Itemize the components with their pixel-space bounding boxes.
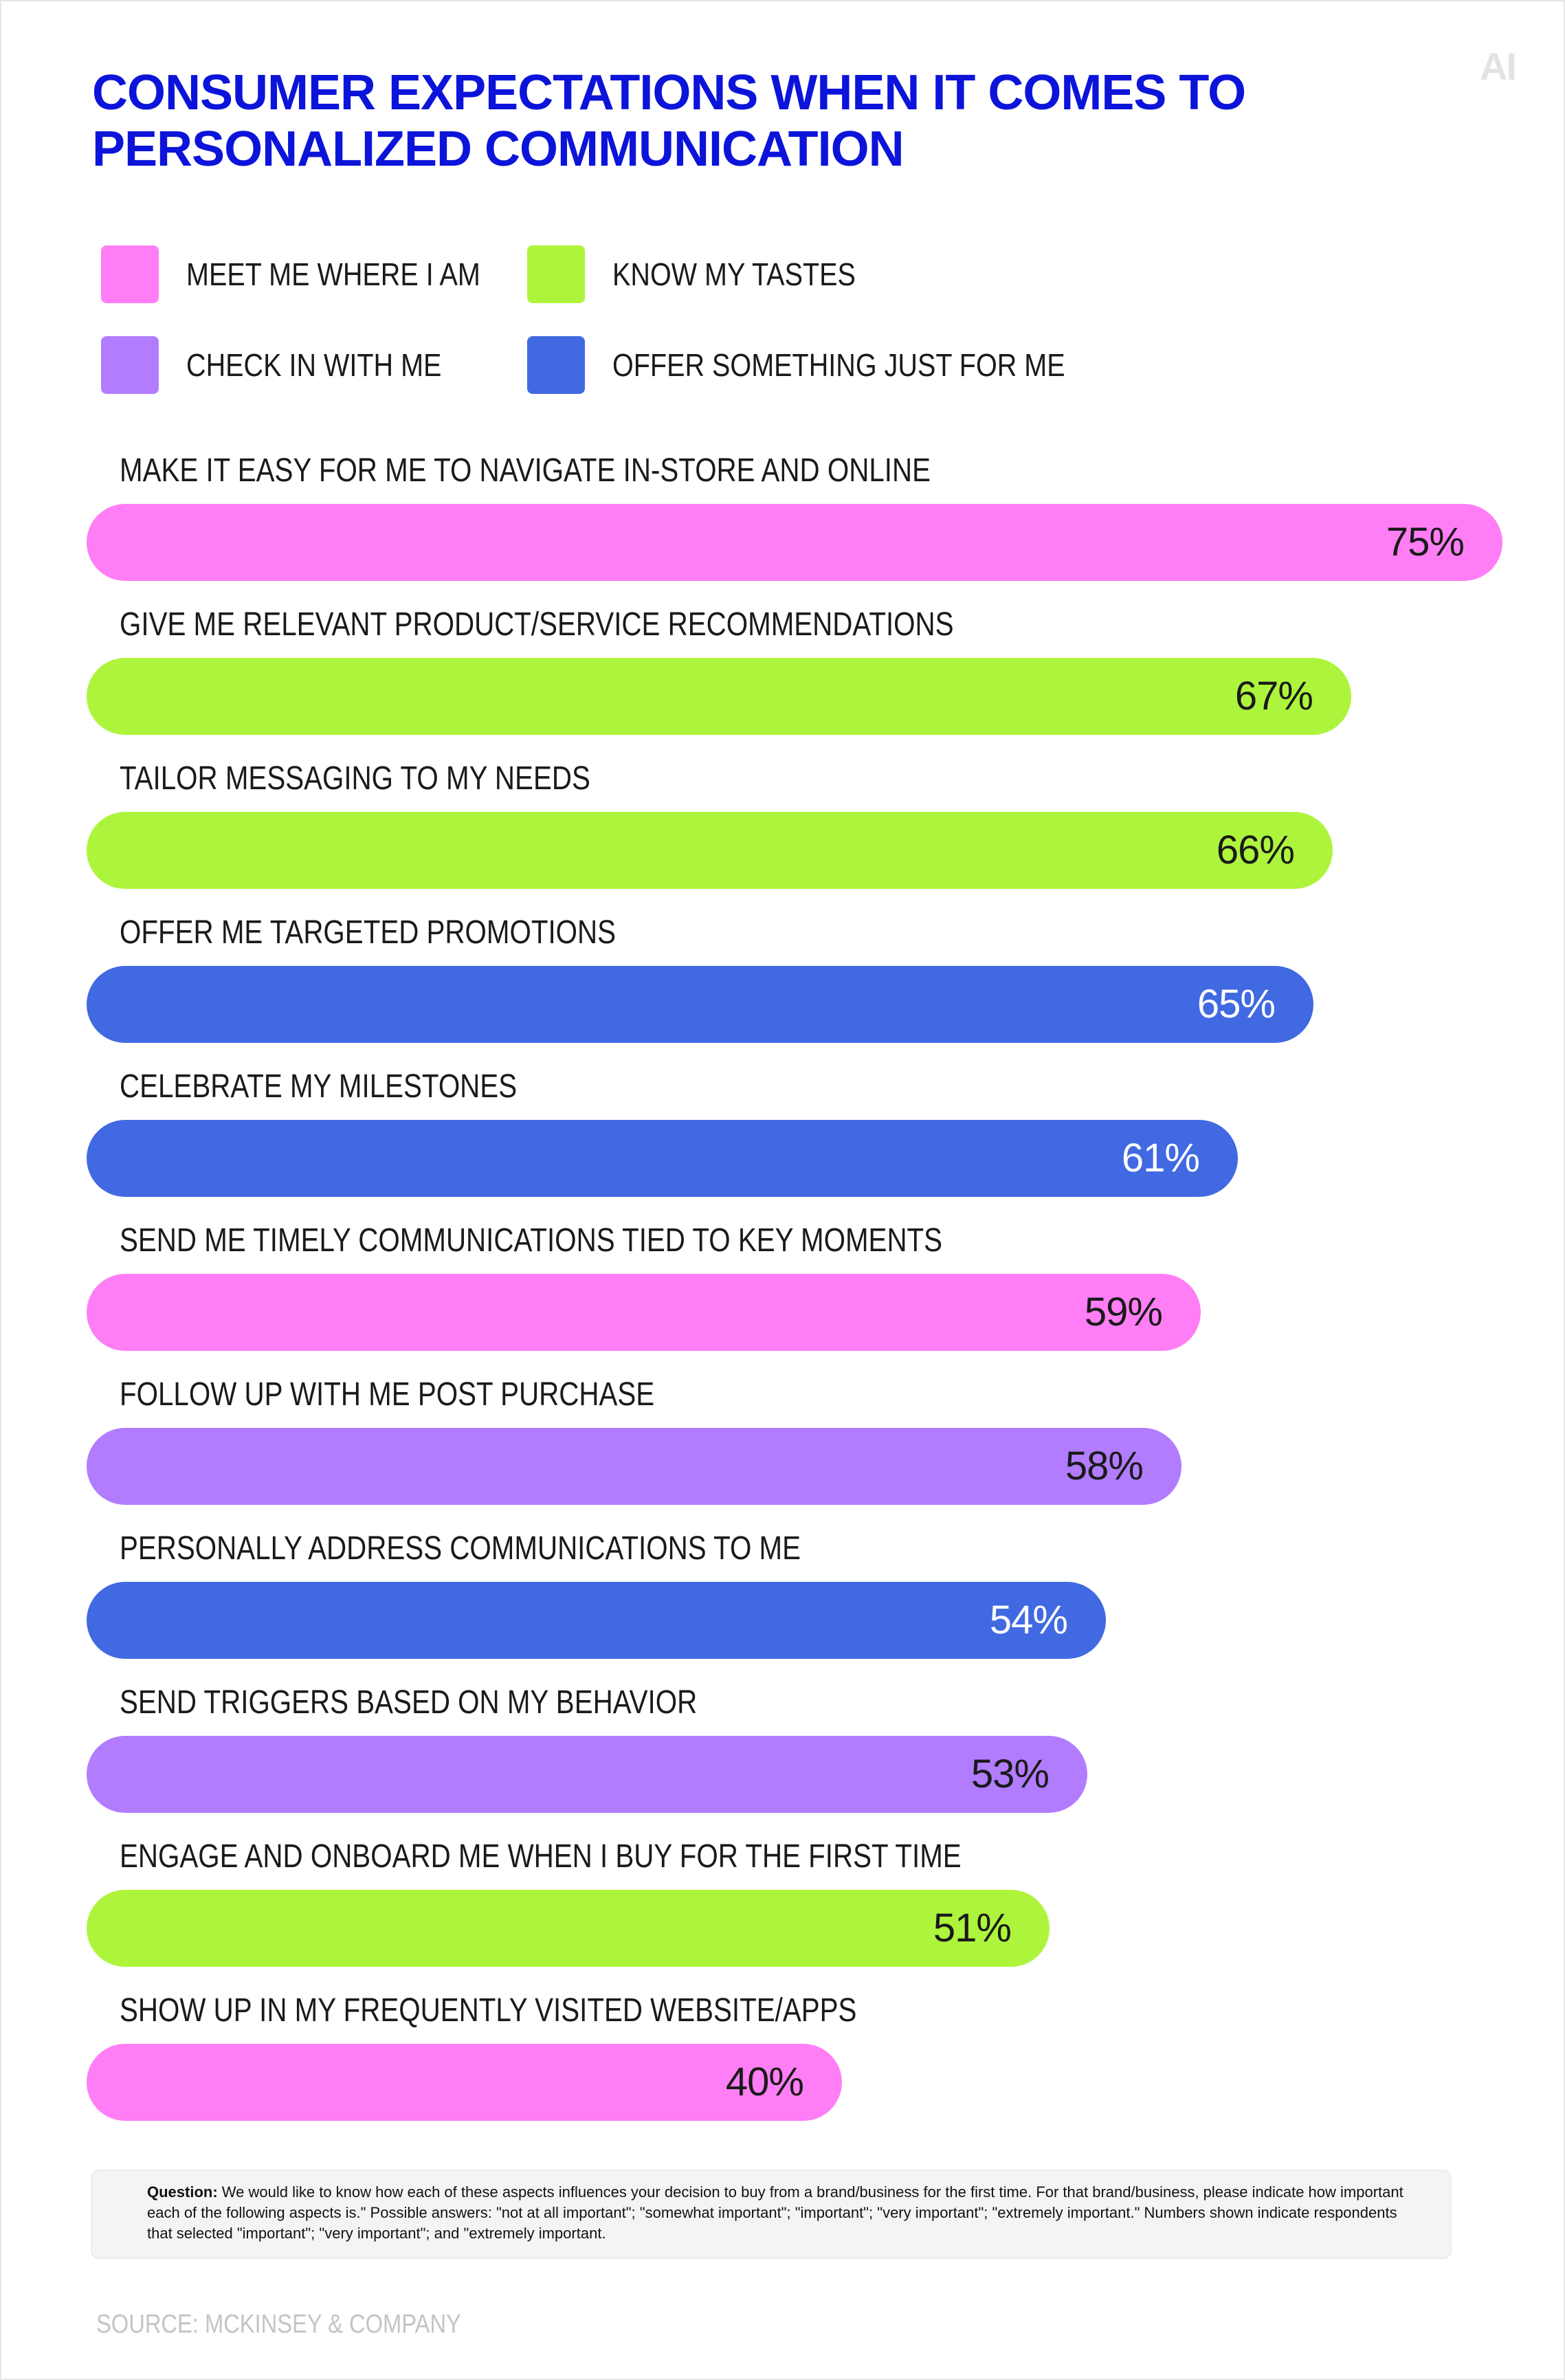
bar-value-label: 59% [1084, 1290, 1163, 1334]
bar-value-label: 58% [1065, 1444, 1144, 1488]
bar: 59% [87, 1274, 1201, 1351]
legend-item-offer: OFFER SOMETHING JUST FOR ME [527, 336, 1065, 394]
legend-label-tastes: KNOW MY TASTES [612, 256, 856, 292]
category-label: OFFER ME TARGETED PROMOTIONS [120, 914, 617, 951]
bar: 75% [87, 504, 1502, 581]
category-label: SHOW UP IN MY FREQUENTLY VISITED WEBSITE… [120, 1992, 857, 2029]
legend-label-meet: MEET ME WHERE I AM [186, 256, 480, 292]
legend-swatch-tastes [527, 245, 585, 303]
source-credit: SOURCE: MCKINSEY & COMPANY [96, 2310, 461, 2339]
bar: 58% [87, 1428, 1181, 1505]
bar: 66% [87, 812, 1333, 889]
note-lead: Question: [147, 2183, 218, 2201]
bar: 51% [87, 1890, 1050, 1967]
category-label: SEND ME TIMELY COMMUNICATIONS TIED TO KE… [120, 1222, 943, 1259]
bar-value-label: 75% [1386, 520, 1465, 564]
bar-value-label: 54% [989, 1598, 1068, 1642]
bar: 65% [87, 966, 1313, 1043]
chart-title: CONSUMER EXPECTATIONS WHEN IT COMES TO P… [92, 65, 1246, 177]
bar-value-label: 66% [1216, 828, 1295, 872]
brand-logo: AI [1480, 45, 1517, 88]
bar: 54% [87, 1582, 1106, 1659]
legend: MEET ME WHERE I AM KNOW MY TASTES CHECK … [101, 245, 1065, 394]
survey-question-note: Question: We would like to know how each… [91, 2170, 1452, 2259]
category-label: PERSONALLY ADDRESS COMMUNICATIONS TO ME [120, 1530, 801, 1567]
bar-value-label: 53% [970, 1752, 1050, 1796]
legend-item-check: CHECK IN WITH ME [101, 336, 527, 394]
category-label: ENGAGE AND ONBOARD ME WHEN I BUY FOR THE… [120, 1838, 962, 1875]
bar: 53% [87, 1736, 1087, 1813]
bar-value-label: 61% [1121, 1136, 1200, 1180]
category-label: GIVE ME RELEVANT PRODUCT/SERVICE RECOMME… [120, 606, 954, 643]
bar: 61% [87, 1120, 1238, 1197]
legend-item-meet: MEET ME WHERE I AM [101, 245, 527, 303]
category-label: TAILOR MESSAGING TO MY NEEDS [120, 760, 590, 797]
bar-value-label: 40% [725, 2060, 804, 2104]
category-label: CELEBRATE MY MILESTONES [120, 1068, 518, 1105]
legend-label-check: CHECK IN WITH ME [186, 347, 442, 383]
category-label: MAKE IT EASY FOR ME TO NAVIGATE IN-STORE… [120, 452, 931, 489]
bar: 40% [87, 2044, 842, 2121]
note-text: We would like to know how each of these … [147, 2183, 1403, 2242]
category-label: FOLLOW UP WITH ME POST PURCHASE [120, 1376, 655, 1413]
legend-label-offer: OFFER SOMETHING JUST FOR ME [612, 347, 1065, 383]
bar-value-label: 67% [1234, 674, 1313, 718]
bar-value-label: 65% [1197, 982, 1276, 1026]
legend-swatch-meet [101, 245, 159, 303]
legend-swatch-offer [527, 336, 585, 394]
bar-value-label: 51% [933, 1906, 1012, 1950]
legend-item-tastes: KNOW MY TASTES [527, 245, 953, 303]
bar: 67% [87, 658, 1351, 735]
category-label: SEND TRIGGERS BASED ON MY BEHAVIOR [120, 1684, 698, 1721]
legend-swatch-check [101, 336, 159, 394]
